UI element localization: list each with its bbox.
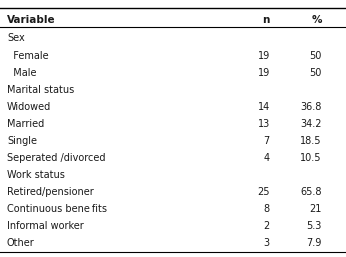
Text: Widowed: Widowed — [7, 102, 51, 112]
Text: 3: 3 — [264, 238, 270, 248]
Text: 5.3: 5.3 — [307, 221, 322, 231]
Text: Married: Married — [7, 119, 44, 129]
Text: Female: Female — [7, 51, 48, 60]
Text: %: % — [311, 15, 322, 25]
Text: 18.5: 18.5 — [300, 136, 322, 146]
Text: Informal worker: Informal worker — [7, 221, 84, 231]
Text: 10.5: 10.5 — [300, 153, 322, 163]
Text: 21: 21 — [309, 204, 322, 214]
Text: 19: 19 — [258, 51, 270, 60]
Text: 50: 50 — [309, 51, 322, 60]
Text: Male: Male — [7, 68, 36, 78]
Text: Marital status: Marital status — [7, 85, 74, 95]
Text: 4: 4 — [264, 153, 270, 163]
Text: 50: 50 — [309, 68, 322, 78]
Text: 14: 14 — [258, 102, 270, 112]
Text: 36.8: 36.8 — [300, 102, 322, 112]
Text: Retired/pensioner: Retired/pensioner — [7, 187, 94, 197]
Text: 34.2: 34.2 — [300, 119, 322, 129]
Text: 65.8: 65.8 — [300, 187, 322, 197]
Text: Work status: Work status — [7, 170, 65, 180]
Text: Variable: Variable — [7, 15, 56, 25]
Text: 7.9: 7.9 — [307, 238, 322, 248]
Text: Continuous bene fits: Continuous bene fits — [7, 204, 107, 214]
Text: 8: 8 — [264, 204, 270, 214]
Text: 2: 2 — [264, 221, 270, 231]
Text: Other: Other — [7, 238, 35, 248]
Text: 13: 13 — [258, 119, 270, 129]
Text: n: n — [263, 15, 270, 25]
Text: Sex: Sex — [7, 33, 25, 43]
Text: 19: 19 — [258, 68, 270, 78]
Text: Single: Single — [7, 136, 37, 146]
Text: 7: 7 — [264, 136, 270, 146]
Text: Seperated /divorced: Seperated /divorced — [7, 153, 106, 163]
Text: 25: 25 — [257, 187, 270, 197]
